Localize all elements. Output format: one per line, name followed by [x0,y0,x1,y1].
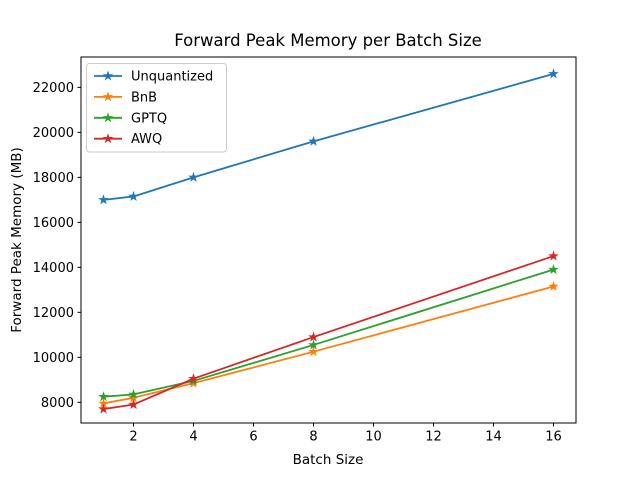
data-point-star-icon [128,392,139,403]
y-tick-label: 16000 [33,216,74,231]
data-point-star-icon [128,388,139,399]
x-tick-label: 14 [485,430,502,445]
plot-area: 2 4 6 8 10 12 14 16 8000 10000 12000 14000 16000 1800… [33,56,577,445]
data-point-star-icon [128,398,139,410]
chart-title: Forward Peak Memory per Batch Size [174,31,482,50]
data-point-star-icon [188,171,199,182]
y-tick-label: 8000 [41,396,74,411]
data-point-star-icon [548,280,559,291]
data-point-star-icon [98,403,109,414]
legend-label-GPTQ: GPTQ [131,111,167,126]
x-tick-label: 16 [545,430,562,445]
data-point-star-icon [308,135,319,146]
legend-star-icon [102,112,114,123]
data-point-star-icon [188,373,199,384]
y-tick-label: 22000 [33,81,74,96]
legend-star-icon [102,91,114,102]
legend-star-icon [102,70,114,81]
data-point-star-icon [98,397,109,408]
data-point-star-icon [308,339,319,350]
data-point-star-icon [128,190,139,201]
legend-box [86,63,227,153]
x-tick-label: 4 [189,430,197,445]
axes-border [80,56,577,424]
data-point-star-icon [308,346,319,357]
x-tick-label: 6 [249,430,257,445]
y-tick-label: 14000 [33,261,74,276]
y-axis-label: Forward Peak Memory (MB) [9,147,25,333]
data-point-star-icon [98,194,109,205]
legend-label-AWQ: AWQ [131,132,162,147]
legend-label-Unquantized: Unquantized [131,70,213,85]
legend-star-icon [102,133,114,144]
legend-label-BnB: BnB [131,90,157,105]
data-point-star-icon [98,391,109,402]
x-tick-label: 12 [425,430,442,445]
x-tick-label: 8 [309,430,317,445]
y-tick-label: 12000 [33,306,74,321]
data-point-star-icon [548,68,559,79]
series-line-GPTQ [103,268,554,398]
y-tick-label: 18000 [33,171,74,186]
x-tick-label: 10 [365,430,382,445]
data-point-star-icon [308,331,319,342]
x-tick-label: 2 [129,430,137,445]
x-axis-label: Batch Size [293,452,364,468]
y-tick-label: 20000 [33,126,74,141]
data-point-star-icon [548,263,559,275]
data-point-star-icon [548,250,559,261]
legend: Unquantized BnB GPTQ AWQ [86,63,227,153]
y-tick-label: 10000 [33,351,74,366]
